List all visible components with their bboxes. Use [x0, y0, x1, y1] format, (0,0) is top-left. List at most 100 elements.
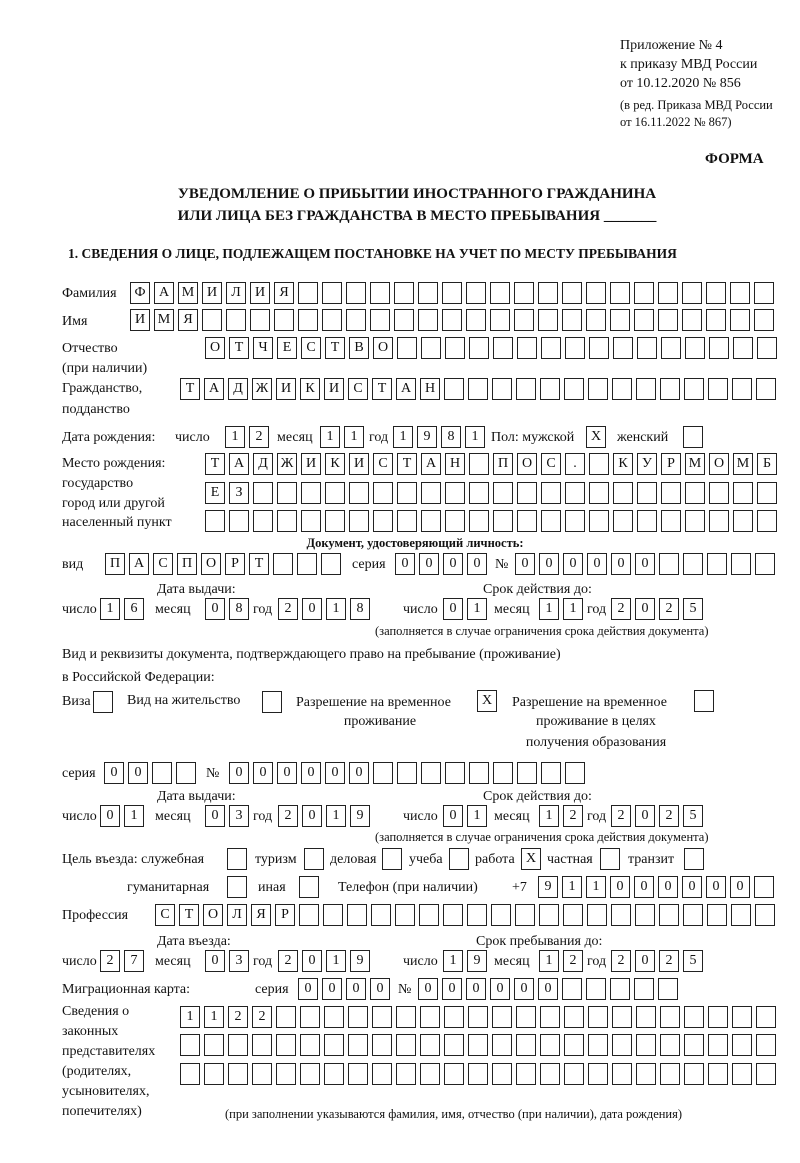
char-cell[interactable]	[298, 282, 318, 304]
char-cell[interactable]: 0	[302, 805, 322, 827]
char-cell[interactable]	[93, 691, 113, 713]
char-cell[interactable]	[395, 904, 415, 926]
char-cell[interactable]: 1	[320, 426, 340, 448]
char-cell[interactable]: Т	[205, 453, 225, 475]
char-cell[interactable]: 1	[204, 1006, 224, 1028]
char-cell[interactable]: 1	[586, 876, 606, 898]
char-cell[interactable]	[541, 482, 561, 504]
char-cell[interactable]	[394, 309, 414, 331]
char-cell[interactable]: 8	[229, 598, 249, 620]
char-cell[interactable]	[397, 762, 417, 784]
char-cell[interactable]	[757, 337, 777, 359]
char-cell[interactable]	[228, 1034, 248, 1056]
char-cell[interactable]	[589, 453, 609, 475]
char-cell[interactable]: 5	[683, 805, 703, 827]
char-cell[interactable]	[683, 553, 703, 575]
char-cell[interactable]: И	[324, 378, 344, 400]
char-cell[interactable]	[707, 553, 727, 575]
char-cell[interactable]: К	[325, 453, 345, 475]
char-cell[interactable]: 0	[302, 950, 322, 972]
char-cell[interactable]	[540, 378, 560, 400]
char-cell[interactable]: С	[301, 337, 321, 359]
char-cell[interactable]: 0	[634, 876, 654, 898]
char-cell[interactable]: 2	[252, 1006, 272, 1028]
char-cell[interactable]	[372, 1006, 392, 1028]
char-cell[interactable]	[449, 848, 469, 870]
purpose-work-checkbox[interactable]: X	[521, 848, 541, 870]
char-cell[interactable]	[636, 378, 656, 400]
char-cell[interactable]	[348, 1034, 368, 1056]
char-cell[interactable]: Н	[420, 378, 440, 400]
char-cell[interactable]: 0	[205, 950, 225, 972]
char-cell[interactable]	[586, 282, 606, 304]
char-cell[interactable]: 0	[635, 950, 655, 972]
char-cell[interactable]	[516, 1006, 536, 1028]
char-cell[interactable]	[469, 337, 489, 359]
char-cell[interactable]	[540, 1006, 560, 1028]
char-cell[interactable]: О	[517, 453, 537, 475]
char-cell[interactable]	[733, 510, 753, 532]
char-cell[interactable]: 2	[611, 805, 631, 827]
char-cell[interactable]	[637, 337, 657, 359]
char-cell[interactable]	[420, 1006, 440, 1028]
char-cell[interactable]: 1	[563, 598, 583, 620]
char-cell[interactable]: 1	[326, 805, 346, 827]
char-cell[interactable]	[588, 1034, 608, 1056]
char-cell[interactable]	[756, 1063, 776, 1085]
char-cell[interactable]: 0	[298, 978, 318, 1000]
char-cell[interactable]	[684, 1006, 704, 1028]
char-cell[interactable]	[469, 453, 489, 475]
char-cell[interactable]	[660, 1034, 680, 1056]
char-cell[interactable]: 2	[100, 950, 120, 972]
char-cell[interactable]: 9	[538, 876, 558, 898]
char-cell[interactable]	[444, 1063, 464, 1085]
char-cell[interactable]	[396, 1063, 416, 1085]
char-cell[interactable]	[469, 762, 489, 784]
char-cell[interactable]: 0	[611, 553, 631, 575]
char-cell[interactable]: О	[205, 337, 225, 359]
char-cell[interactable]	[349, 482, 369, 504]
char-cell[interactable]	[683, 904, 703, 926]
temp-permit-checkbox[interactable]: X	[477, 690, 497, 712]
char-cell[interactable]: X	[586, 426, 606, 448]
char-cell[interactable]: 0	[442, 978, 462, 1000]
char-cell[interactable]	[661, 337, 681, 359]
char-cell[interactable]	[610, 309, 630, 331]
char-cell[interactable]	[683, 426, 703, 448]
char-cell[interactable]	[610, 978, 630, 1000]
char-cell[interactable]	[562, 309, 582, 331]
char-cell[interactable]: 0	[128, 762, 148, 784]
char-cell[interactable]: 0	[587, 553, 607, 575]
char-cell[interactable]: 1	[562, 876, 582, 898]
char-cell[interactable]	[755, 553, 775, 575]
char-cell[interactable]	[490, 282, 510, 304]
char-cell[interactable]	[613, 337, 633, 359]
char-cell[interactable]	[397, 482, 417, 504]
char-cell[interactable]: К	[613, 453, 633, 475]
char-cell[interactable]: Е	[277, 337, 297, 359]
char-cell[interactable]: Т	[397, 453, 417, 475]
reps-field-3[interactable]	[180, 1063, 776, 1085]
char-cell[interactable]: М	[154, 309, 174, 331]
char-cell[interactable]: .	[565, 453, 585, 475]
char-cell[interactable]: 0	[325, 762, 345, 784]
char-cell[interactable]: 0	[706, 876, 726, 898]
char-cell[interactable]	[274, 309, 294, 331]
char-cell[interactable]	[661, 510, 681, 532]
char-cell[interactable]: 0	[302, 598, 322, 620]
visa-checkbox[interactable]	[93, 691, 113, 713]
char-cell[interactable]: Д	[228, 378, 248, 400]
char-cell[interactable]	[397, 337, 417, 359]
char-cell[interactable]	[299, 876, 319, 898]
char-cell[interactable]	[684, 1034, 704, 1056]
char-cell[interactable]	[176, 762, 196, 784]
